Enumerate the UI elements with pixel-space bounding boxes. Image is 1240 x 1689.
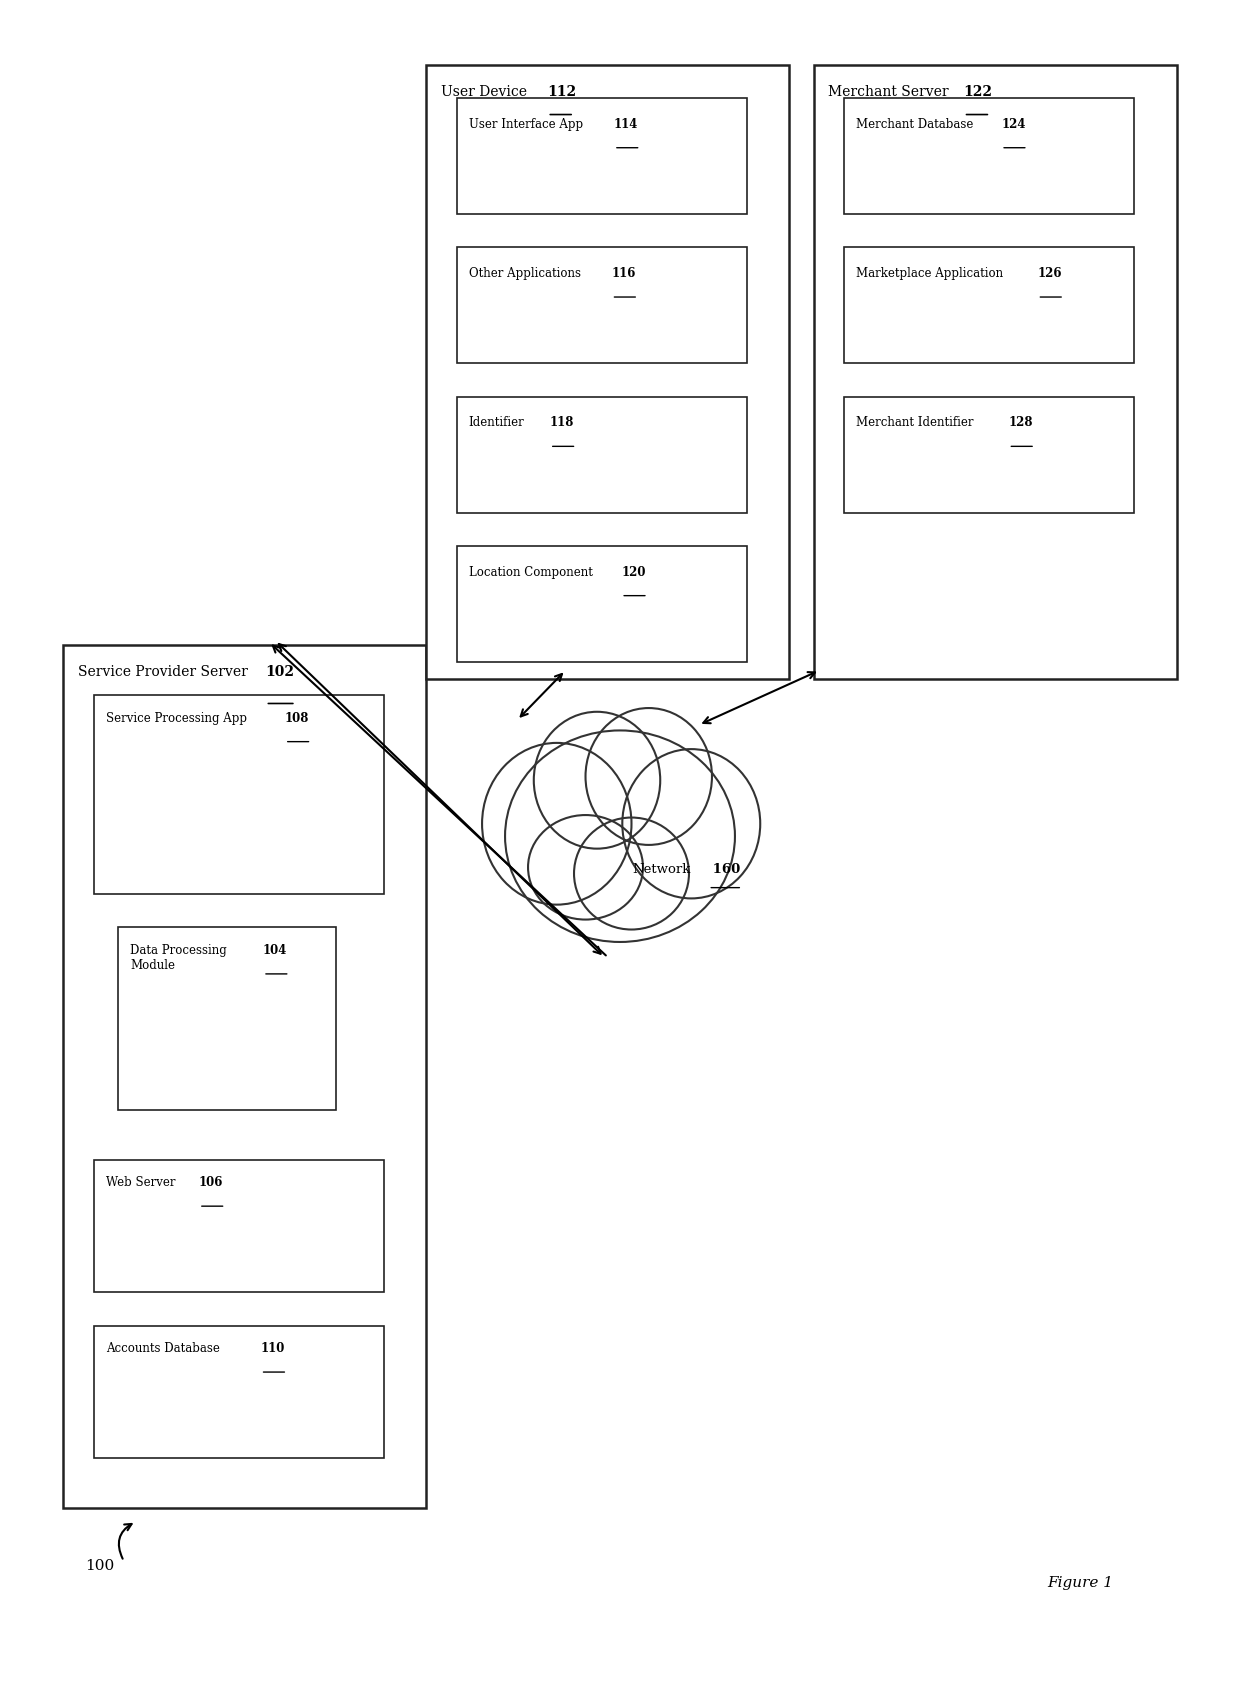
Text: Data Processing
Module: Data Processing Module [130,944,227,973]
Ellipse shape [482,743,631,905]
Ellipse shape [528,816,644,919]
FancyBboxPatch shape [94,696,384,893]
FancyBboxPatch shape [813,64,1177,679]
Text: User Device: User Device [441,84,527,98]
Text: Location Component: Location Component [469,566,593,579]
Text: Merchant Database: Merchant Database [856,118,973,130]
Text: Service Processing App: Service Processing App [105,711,247,725]
Text: 160: 160 [708,863,740,877]
Text: 126: 126 [1038,267,1061,280]
Text: Marketplace Application: Marketplace Application [856,267,1003,280]
FancyBboxPatch shape [456,247,746,363]
Text: Other Applications: Other Applications [469,267,580,280]
FancyBboxPatch shape [456,98,746,215]
FancyBboxPatch shape [94,1326,384,1458]
Text: Merchant Server: Merchant Server [828,84,949,98]
Text: 108: 108 [285,711,309,725]
FancyBboxPatch shape [456,546,746,662]
FancyBboxPatch shape [94,1160,384,1292]
Text: Figure 1: Figure 1 [1047,1576,1112,1589]
Text: 114: 114 [614,118,639,130]
FancyBboxPatch shape [427,64,790,679]
Ellipse shape [622,750,760,899]
Text: 106: 106 [198,1176,223,1189]
Text: Network: Network [632,863,691,877]
Text: Service Provider Server: Service Provider Server [78,665,248,679]
FancyBboxPatch shape [844,98,1135,215]
Text: Accounts Database: Accounts Database [105,1343,219,1355]
Text: 104: 104 [263,944,288,958]
FancyBboxPatch shape [118,927,336,1110]
FancyBboxPatch shape [456,397,746,513]
Ellipse shape [505,730,735,942]
Text: 102: 102 [265,665,294,679]
FancyBboxPatch shape [63,645,427,1508]
Ellipse shape [574,817,689,929]
Text: 124: 124 [1001,118,1025,130]
Text: 100: 100 [86,1559,114,1572]
Text: 110: 110 [260,1343,285,1355]
Text: 120: 120 [621,566,646,579]
Text: 118: 118 [549,417,574,429]
Ellipse shape [533,711,660,848]
Text: 116: 116 [611,267,636,280]
FancyBboxPatch shape [844,397,1135,513]
FancyBboxPatch shape [844,247,1135,363]
Text: Merchant Identifier: Merchant Identifier [856,417,973,429]
Text: 112: 112 [547,84,577,98]
Text: 128: 128 [1008,417,1033,429]
Text: Identifier: Identifier [469,417,525,429]
Text: User Interface App: User Interface App [469,118,583,130]
Text: Web Server: Web Server [105,1176,175,1189]
Text: 122: 122 [963,84,993,98]
Ellipse shape [585,708,712,844]
